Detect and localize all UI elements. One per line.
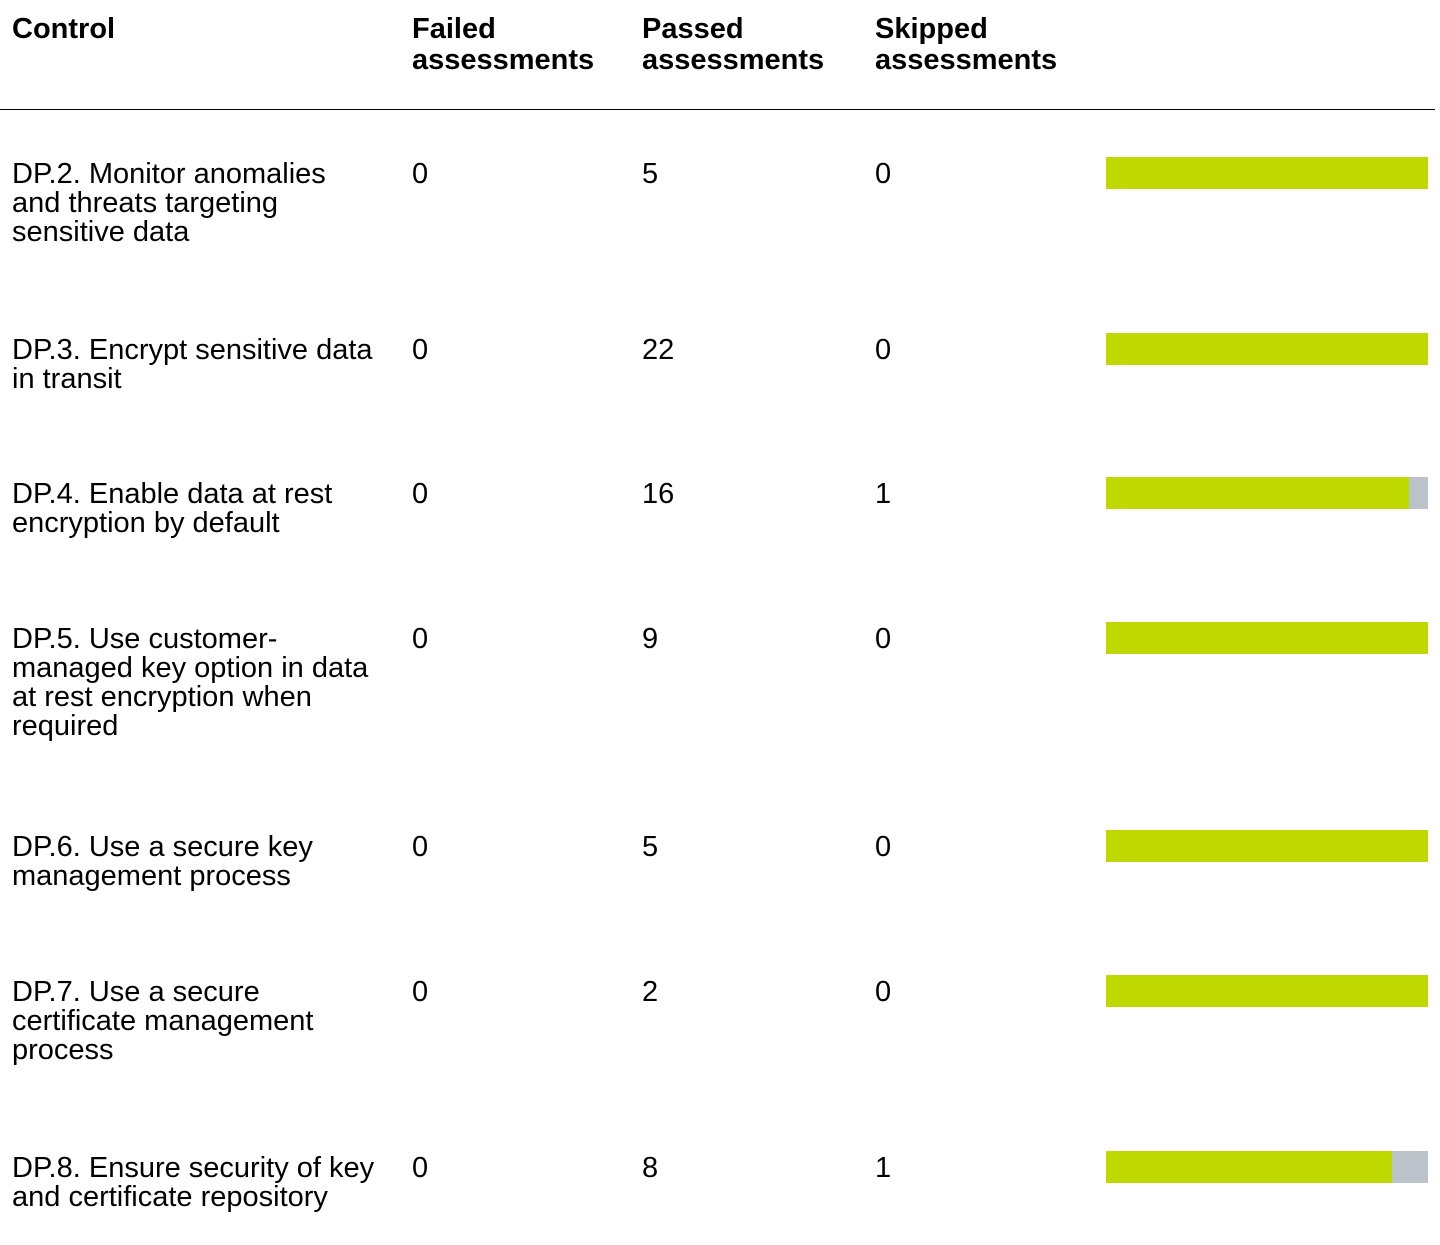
column-header-passed: Passed assessments bbox=[642, 13, 825, 76]
bar-segment-passed bbox=[1106, 830, 1428, 862]
bar-segment-passed bbox=[1106, 622, 1428, 654]
failed-count: 0 bbox=[412, 158, 429, 190]
passed-count: 5 bbox=[642, 831, 659, 863]
passed-count: 16 bbox=[642, 478, 675, 510]
assessment-bar bbox=[1106, 157, 1428, 189]
control-name: DP.2. Monitor anomalies and threats targ… bbox=[12, 158, 326, 248]
skipped-count: 0 bbox=[875, 831, 892, 863]
control-name: DP.4. Enable data at rest encryption by … bbox=[12, 478, 333, 539]
passed-count: 5 bbox=[642, 158, 659, 190]
column-header-skipped: Skipped assessments bbox=[875, 13, 1058, 76]
control-name: DP.6. Use a secure key management proces… bbox=[12, 831, 313, 892]
failed-count: 0 bbox=[412, 976, 429, 1008]
assessment-bar bbox=[1106, 975, 1428, 1007]
bar-segment-passed bbox=[1106, 975, 1428, 1007]
table-header: Control Failed assessments Passed assess… bbox=[0, 0, 1440, 110]
bar-segment-passed bbox=[1106, 477, 1410, 509]
control-name: DP.3. Encrypt sensitive data in transit bbox=[12, 334, 373, 395]
skipped-count: 1 bbox=[875, 1152, 892, 1184]
failed-count: 0 bbox=[412, 623, 429, 655]
assessment-bar bbox=[1106, 333, 1428, 365]
passed-count: 22 bbox=[642, 334, 675, 366]
skipped-count: 1 bbox=[875, 478, 892, 510]
skipped-count: 0 bbox=[875, 334, 892, 366]
assessment-bar bbox=[1106, 830, 1428, 862]
skipped-count: 0 bbox=[875, 976, 892, 1008]
assessment-bar bbox=[1106, 622, 1428, 654]
control-name: DP.5. Use customer-managed key option in… bbox=[12, 623, 369, 742]
failed-count: 0 bbox=[412, 831, 429, 863]
passed-count: 2 bbox=[642, 976, 659, 1008]
skipped-count: 0 bbox=[875, 158, 892, 190]
failed-count: 0 bbox=[412, 1152, 429, 1184]
assessment-bar bbox=[1106, 1151, 1428, 1183]
control-name: DP.7. Use a secure certificate managemen… bbox=[12, 976, 314, 1066]
passed-count: 8 bbox=[642, 1152, 659, 1184]
assessment-bar bbox=[1106, 477, 1428, 509]
column-header-failed: Failed assessments bbox=[412, 13, 595, 76]
failed-count: 0 bbox=[412, 334, 429, 366]
bar-segment-passed bbox=[1106, 157, 1428, 189]
column-header-control: Control bbox=[12, 13, 116, 45]
bar-segment-skipped bbox=[1409, 477, 1428, 509]
bar-segment-passed bbox=[1106, 333, 1428, 365]
passed-count: 9 bbox=[642, 623, 659, 655]
bar-segment-skipped bbox=[1392, 1151, 1428, 1183]
control-name: DP.8. Ensure security of key and certifi… bbox=[12, 1152, 375, 1213]
skipped-count: 0 bbox=[875, 623, 892, 655]
header-divider bbox=[0, 109, 1435, 110]
bar-segment-passed bbox=[1106, 1151, 1393, 1183]
failed-count: 0 bbox=[412, 478, 429, 510]
